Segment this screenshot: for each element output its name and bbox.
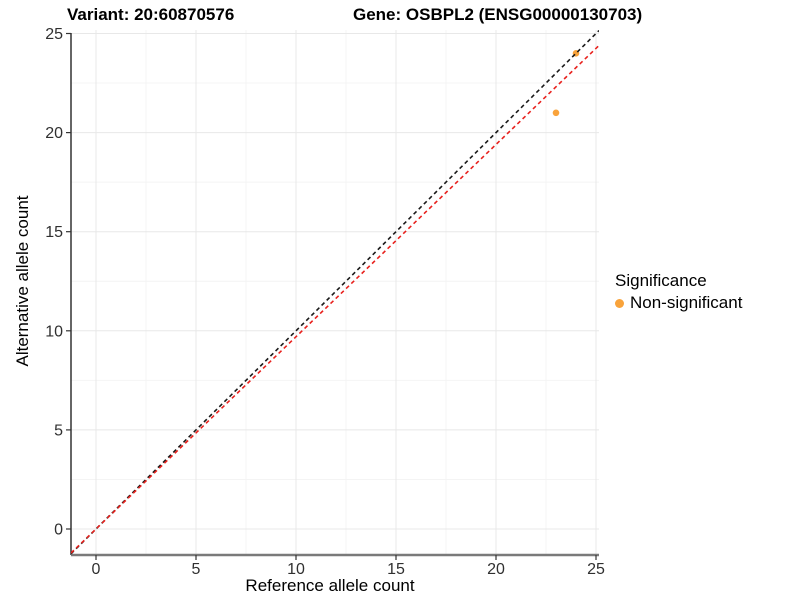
identity-line xyxy=(71,30,599,555)
y-tick-label: 15 xyxy=(45,224,63,241)
legend-title: Significance xyxy=(615,271,707,290)
expected-ratio-line xyxy=(71,44,599,554)
x-tick-label: 20 xyxy=(487,561,505,578)
variant-title: Variant: 20:60870576 xyxy=(67,5,235,24)
x-tick-label: 25 xyxy=(587,561,605,578)
y-tick-label: 25 xyxy=(45,26,63,43)
x-tick-label: 0 xyxy=(92,561,101,578)
legend-entry: Non-significant xyxy=(615,293,742,313)
x-tick-label: 10 xyxy=(287,561,305,578)
data-point xyxy=(552,109,560,117)
legend-entry-label: Non-significant xyxy=(630,293,743,312)
orange-point-icon xyxy=(615,298,624,308)
y-tick-label: 5 xyxy=(54,422,63,439)
gene-title: Gene: OSBPL2 (ENSG00000130703) xyxy=(353,5,643,24)
x-axis-title: Reference allele count xyxy=(245,576,415,595)
x-tick-label: 5 xyxy=(192,561,201,578)
x-tick-label: 15 xyxy=(387,561,405,578)
y-axis-title: Alternative allele count xyxy=(13,195,32,367)
y-tick-label: 0 xyxy=(54,522,63,539)
y-tick-label: 10 xyxy=(45,323,63,340)
legend: Significance Non-significant xyxy=(615,271,742,313)
y-tick-label: 20 xyxy=(45,125,63,142)
